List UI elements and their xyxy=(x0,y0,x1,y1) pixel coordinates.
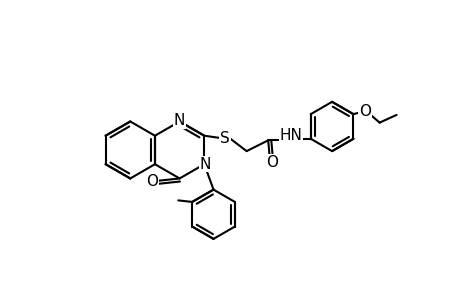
Text: N: N xyxy=(174,113,185,128)
Text: O: O xyxy=(265,155,277,170)
Text: S: S xyxy=(220,130,230,146)
Text: HN: HN xyxy=(279,128,302,143)
Text: O: O xyxy=(146,174,157,189)
Text: O: O xyxy=(358,104,370,119)
Text: N: N xyxy=(199,157,210,172)
